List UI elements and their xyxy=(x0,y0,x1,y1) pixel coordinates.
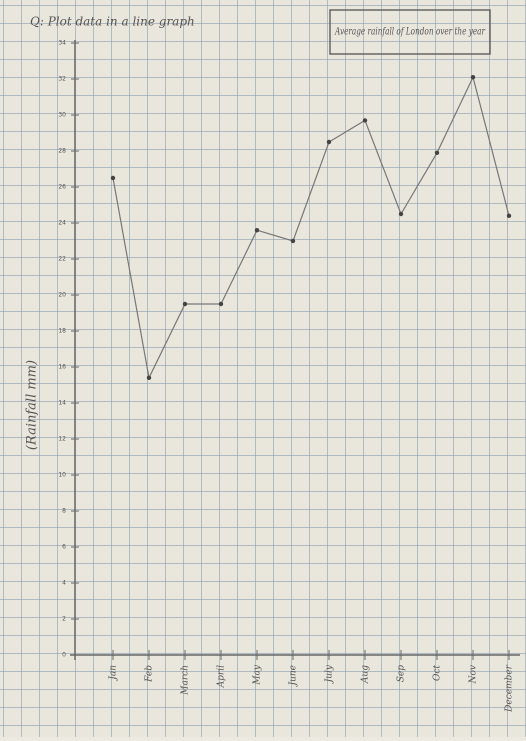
y-tick-label: 24 xyxy=(58,220,66,227)
y-tick-label: 12 xyxy=(58,436,66,443)
data-point xyxy=(183,302,187,306)
y-tick-label: 32 xyxy=(58,76,66,83)
x-tick-label: Nov xyxy=(469,665,479,684)
y-tick-label: 18 xyxy=(58,328,66,335)
data-point xyxy=(147,376,151,380)
data-point xyxy=(399,212,403,216)
data-point xyxy=(255,228,259,232)
data-point xyxy=(471,75,475,79)
y-tick-label: 28 xyxy=(58,148,66,155)
y-tick-label: 26 xyxy=(58,184,66,191)
y-tick-label: 2 xyxy=(62,616,66,623)
x-tick-label: April xyxy=(217,665,227,688)
chart-subtitle: Average rainfall of London over the year xyxy=(334,27,486,38)
data-point xyxy=(111,176,115,180)
y-tick-label: 6 xyxy=(62,544,66,551)
y-tick-label: 0 xyxy=(62,652,66,659)
y-tick-label: 34 xyxy=(58,40,66,47)
data-point xyxy=(327,140,331,144)
y-tick-label: 30 xyxy=(58,112,66,119)
x-tick-label: July xyxy=(325,664,335,684)
y-tick-label: 8 xyxy=(62,508,66,515)
y-axis-label: (Rainfall mm) xyxy=(25,360,40,450)
paper: Q: Plot data in a line graph Average rai… xyxy=(0,0,526,737)
x-tick-label: Oct xyxy=(433,665,443,681)
x-tick-label: Aug xyxy=(361,665,371,684)
y-tick-label: 22 xyxy=(58,256,66,263)
graph-grid xyxy=(0,0,526,737)
data-point xyxy=(219,302,223,306)
x-tick-label: March xyxy=(181,665,191,696)
y-tick-label: 4 xyxy=(62,580,66,587)
data-point xyxy=(291,239,295,243)
x-tick-label: Feb xyxy=(145,665,155,683)
y-tick-label: 14 xyxy=(58,400,66,407)
data-point xyxy=(507,214,511,218)
x-tick-label: Sep xyxy=(397,665,407,682)
y-tick-label: 10 xyxy=(58,472,66,479)
x-tick-label: Jan xyxy=(109,665,119,682)
x-tick-label: May xyxy=(253,664,263,686)
x-tick-label: June xyxy=(289,665,299,688)
y-tick-label: 16 xyxy=(58,364,66,371)
y-tick-label: 20 xyxy=(58,292,66,299)
x-tick-label: December xyxy=(505,664,515,713)
data-point xyxy=(435,151,439,155)
chart-title: Q: Plot data in a line graph xyxy=(30,15,195,29)
data-point xyxy=(363,118,367,122)
